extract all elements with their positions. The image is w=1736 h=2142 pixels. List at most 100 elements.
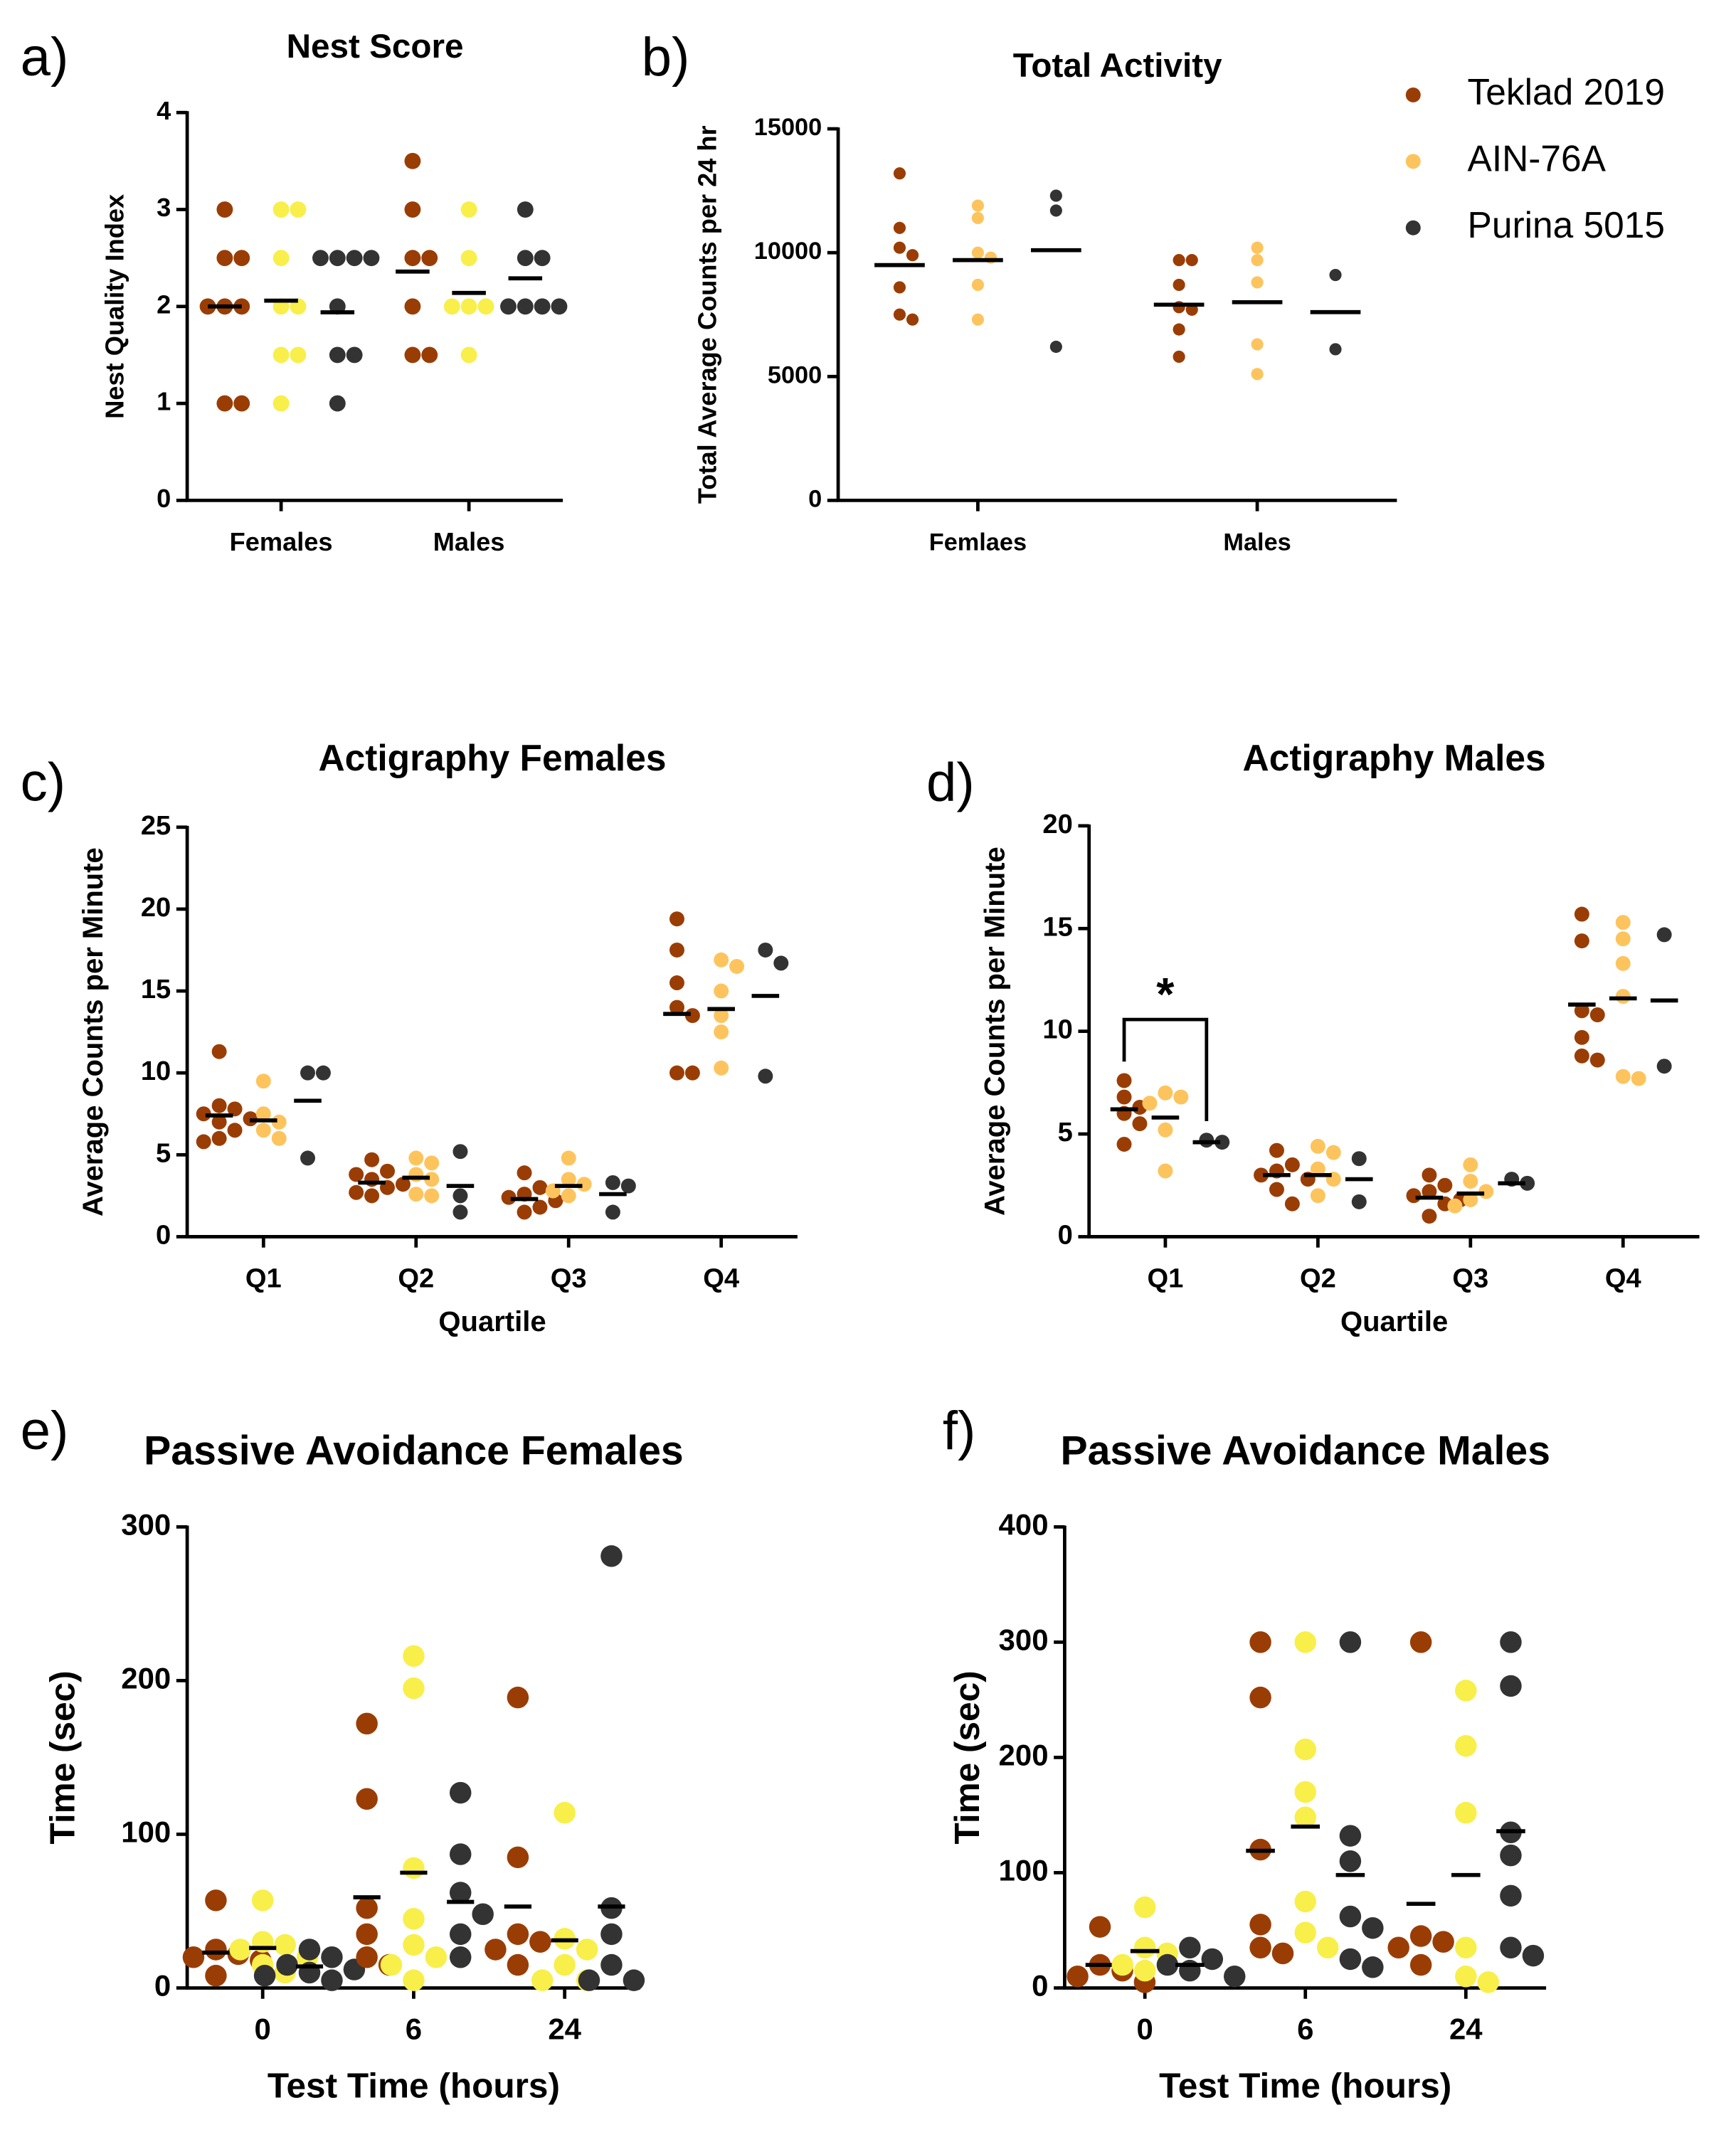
data-point bbox=[1173, 350, 1185, 364]
data-point bbox=[1615, 915, 1631, 931]
chart-title: Passive Avoidance Males bbox=[1060, 1428, 1550, 1474]
data-point bbox=[1574, 906, 1589, 922]
data-point bbox=[1447, 1198, 1463, 1214]
data-point bbox=[1116, 1136, 1132, 1152]
data-point bbox=[1294, 1890, 1316, 1913]
data-point bbox=[272, 250, 290, 267]
data-point bbox=[501, 1189, 517, 1205]
data-point bbox=[1133, 1936, 1156, 1958]
data-point bbox=[1615, 955, 1631, 971]
data-point bbox=[517, 1204, 532, 1220]
data-point bbox=[1339, 1948, 1362, 1971]
data-point bbox=[460, 250, 477, 267]
data-point bbox=[1133, 1959, 1156, 1982]
data-point bbox=[1310, 1138, 1325, 1154]
data-point bbox=[300, 1150, 315, 1166]
y-axis-label: Time (sec) bbox=[947, 1670, 987, 1844]
data-point bbox=[408, 1187, 424, 1202]
data-point bbox=[233, 250, 250, 267]
data-point bbox=[312, 250, 329, 267]
data-point bbox=[893, 308, 906, 321]
x-tick-label: Q2 bbox=[398, 1263, 434, 1293]
data-point bbox=[425, 1946, 448, 1968]
data-point bbox=[346, 250, 363, 267]
data-point bbox=[255, 1073, 271, 1089]
data-point bbox=[1409, 1925, 1432, 1947]
data-point bbox=[1500, 1631, 1522, 1653]
y-tick-label: 0 bbox=[157, 484, 171, 513]
data-point bbox=[1049, 204, 1062, 217]
panel-label: b) bbox=[642, 27, 690, 88]
data-point bbox=[714, 1024, 729, 1040]
data-point bbox=[1089, 1916, 1111, 1938]
data-point bbox=[773, 955, 789, 971]
data-point bbox=[229, 1939, 252, 1961]
data-point bbox=[1477, 1971, 1500, 1993]
panel-label: a) bbox=[21, 27, 69, 88]
y-tick-label: 0 bbox=[808, 485, 822, 512]
data-point bbox=[714, 952, 729, 967]
x-tick-label: Males bbox=[433, 527, 505, 556]
data-point bbox=[1463, 1192, 1478, 1207]
x-tick-label: Q1 bbox=[1148, 1263, 1184, 1293]
data-point bbox=[1339, 1905, 1362, 1928]
data-point bbox=[460, 201, 477, 218]
data-point bbox=[1422, 1209, 1437, 1224]
y-tick-label: 10 bbox=[141, 1056, 171, 1086]
data-point bbox=[196, 1106, 211, 1122]
data-point bbox=[255, 1106, 271, 1122]
x-tick-label: Q4 bbox=[703, 1263, 739, 1293]
data-point bbox=[1325, 1145, 1341, 1160]
data-point bbox=[669, 942, 684, 958]
data-point bbox=[1249, 1914, 1271, 1936]
chart-title: Total Activity bbox=[1013, 47, 1222, 85]
data-point bbox=[1179, 1936, 1201, 1958]
data-point bbox=[517, 298, 534, 315]
data-point bbox=[1351, 1194, 1367, 1209]
x-tick-label: Q3 bbox=[1452, 1263, 1488, 1293]
y-tick-label: 15 bbox=[1042, 911, 1072, 942]
data-point bbox=[1251, 338, 1264, 351]
data-point bbox=[356, 1897, 378, 1919]
data-point bbox=[211, 1130, 227, 1146]
data-point bbox=[205, 1939, 227, 1961]
x-tick-label: 0 bbox=[1137, 2013, 1153, 2046]
x-tick-label: Q4 bbox=[1605, 1263, 1641, 1293]
data-point bbox=[1251, 276, 1264, 289]
data-point bbox=[517, 250, 534, 267]
data-point bbox=[1463, 1157, 1478, 1172]
data-point bbox=[404, 201, 421, 218]
data-point bbox=[714, 1008, 729, 1024]
x-tick-label: Q3 bbox=[551, 1263, 587, 1293]
data-point bbox=[554, 1801, 576, 1824]
data-point bbox=[395, 1177, 411, 1192]
data-point bbox=[421, 250, 438, 267]
data-point bbox=[1158, 1122, 1173, 1138]
data-point bbox=[196, 1134, 211, 1150]
y-tick-label: 0 bbox=[1032, 1969, 1048, 2003]
y-tick-label: 100 bbox=[999, 1854, 1049, 1887]
data-point bbox=[893, 221, 906, 234]
data-point bbox=[1522, 1944, 1545, 1967]
data-point bbox=[1589, 1052, 1605, 1068]
data-point bbox=[227, 1101, 243, 1117]
data-point bbox=[576, 1939, 598, 1961]
y-axis-label: Average Counts per Minute bbox=[980, 847, 1011, 1216]
data-point bbox=[403, 1969, 425, 1991]
data-point bbox=[1455, 1801, 1477, 1824]
data-point bbox=[1269, 1142, 1284, 1158]
data-point bbox=[554, 1953, 576, 1976]
data-point bbox=[532, 1179, 548, 1195]
data-point bbox=[452, 1188, 468, 1204]
data-point bbox=[364, 1152, 380, 1167]
data-point bbox=[321, 1946, 343, 1968]
data-point bbox=[1656, 1059, 1672, 1074]
data-point bbox=[1615, 931, 1631, 947]
data-point bbox=[893, 241, 906, 254]
legend-label: Purina 5015 bbox=[1468, 204, 1666, 245]
significance-bracket bbox=[1122, 1017, 1209, 1122]
data-point bbox=[1158, 1085, 1173, 1101]
data-point bbox=[315, 1065, 331, 1081]
data-point bbox=[1574, 1003, 1589, 1019]
data-point bbox=[403, 1907, 425, 1930]
